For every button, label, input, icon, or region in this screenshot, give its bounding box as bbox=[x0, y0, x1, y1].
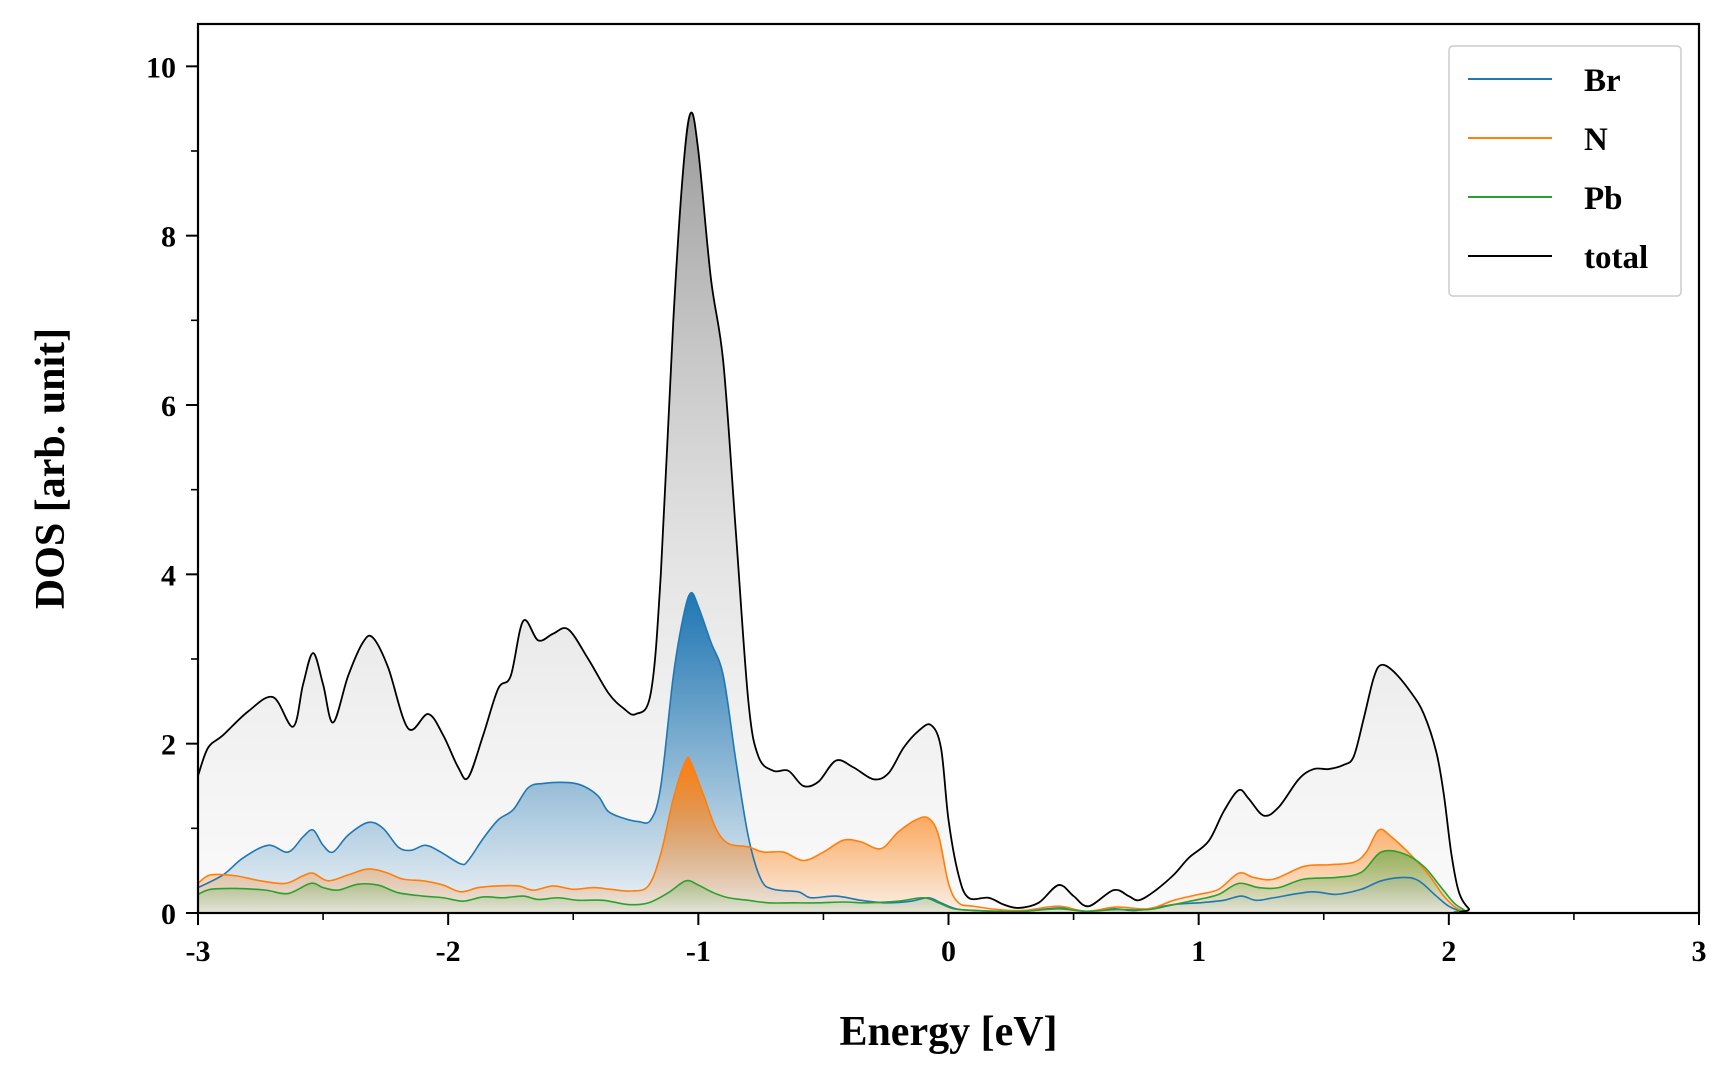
y-tick-label: 2 bbox=[161, 729, 176, 762]
legend-label-n: N bbox=[1584, 122, 1608, 158]
fill-layer bbox=[198, 112, 1699, 913]
legend-label-pb: Pb bbox=[1584, 181, 1623, 217]
series-fill-n bbox=[198, 756, 1699, 913]
x-tick-label: -1 bbox=[686, 935, 711, 968]
x-tick-label: 2 bbox=[1441, 935, 1456, 968]
series-line-pb bbox=[198, 849, 1699, 913]
y-axis-label: DOS [arb. unit] bbox=[28, 328, 74, 609]
x-tick-label: -3 bbox=[186, 935, 211, 968]
series-line-br bbox=[198, 591, 1699, 913]
series-line-total bbox=[198, 111, 1699, 913]
series-line-n bbox=[198, 756, 1699, 913]
x-tick-label: 0 bbox=[941, 935, 956, 968]
series-fill-total bbox=[198, 112, 1699, 913]
series-fill-pb bbox=[198, 850, 1699, 913]
legend-label-br: Br bbox=[1584, 63, 1621, 99]
y-tick-label: 4 bbox=[161, 559, 176, 592]
axes: -3 -2 -1 0 1 2 3 0 2 4 6 8 10 Energy [eV] DOS [arb. un… bbox=[28, 22, 1707, 1055]
x-tick-label: 1 bbox=[1191, 935, 1206, 968]
legend: Br N Pb total bbox=[1448, 45, 1682, 297]
y-tick-label: 6 bbox=[161, 390, 176, 423]
line-layer bbox=[198, 111, 1699, 913]
series-fill-br bbox=[198, 592, 1699, 913]
y-tick-label: 8 bbox=[161, 221, 176, 254]
x-axis-label: Energy [eV] bbox=[839, 1009, 1057, 1055]
x-tick-label: 3 bbox=[1692, 935, 1707, 968]
y-tick-label: 10 bbox=[146, 51, 176, 84]
x-tick-label: -2 bbox=[436, 935, 461, 968]
legend-box bbox=[1448, 45, 1682, 297]
legend-label-total: total bbox=[1584, 240, 1648, 276]
y-tick-label: 0 bbox=[161, 898, 176, 931]
